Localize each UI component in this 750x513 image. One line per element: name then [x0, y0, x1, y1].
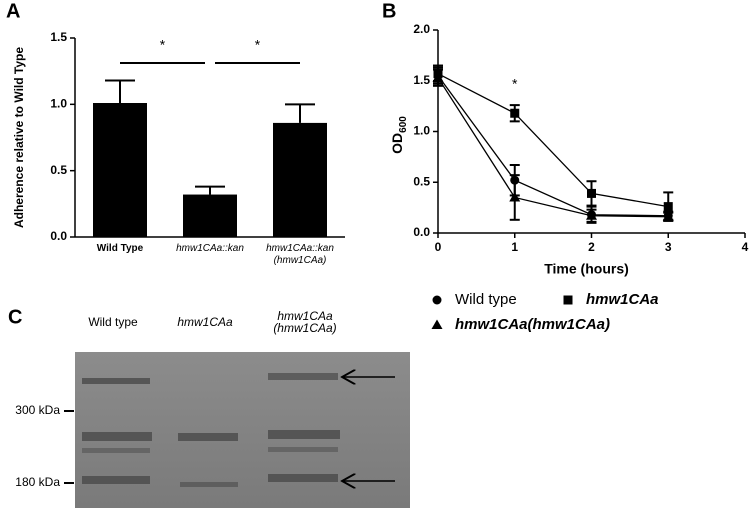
y-tick-label: 0.0 [413, 225, 430, 239]
point [563, 295, 573, 305]
significance-star: * [255, 37, 261, 53]
x-tick-label: hmw1CAa::kan (hmw1CAa) [266, 243, 334, 266]
bar [93, 103, 147, 237]
y-axis-label: Adherence relative to Wild Type [12, 47, 26, 228]
x-tick-label: 2 [588, 240, 595, 254]
panel-label: A [6, 0, 20, 22]
point [586, 210, 597, 220]
x-tick-label: hmw1CAa::kan [176, 243, 244, 254]
y-tick-label: 0.5 [413, 174, 430, 188]
point [510, 108, 520, 118]
legend-label: hmw1CAa(hmw1CAa) [455, 316, 610, 333]
point [432, 72, 444, 82]
bar [273, 122, 327, 237]
y-tick-label: 0.0 [50, 229, 67, 243]
y-tick-label: 2.0 [413, 22, 430, 36]
x-tick-label: Wild Type [96, 243, 144, 254]
point [587, 188, 596, 198]
series-line [437, 77, 669, 218]
marker-label: 300 kDa [15, 403, 60, 417]
x-axis-label: Time (hours) [544, 261, 629, 277]
lane-label: hmw1CAa [177, 315, 233, 329]
x-tick-label: 4 [742, 240, 749, 254]
annotation: * [512, 76, 518, 92]
x-tick-label: 0 [435, 240, 442, 254]
marker-label: 180 kDa [15, 475, 60, 489]
y-tick-label: 1.5 [50, 30, 67, 44]
significance-star: * [160, 37, 166, 53]
point [509, 191, 521, 202]
y-tick-label: 1.0 [50, 97, 67, 111]
y-axis-label-main: OD [389, 133, 405, 154]
point [663, 202, 673, 212]
y-tick-label: 0.5 [50, 163, 67, 177]
lane-label: hmw1CAa (hmw1CAa) [273, 309, 337, 335]
y-axis-label-sub: 600 [398, 116, 409, 133]
series-line [437, 73, 669, 208]
y-tick-label: 1.0 [413, 124, 430, 138]
bar [183, 194, 237, 237]
y-tick-label: 1.5 [413, 73, 430, 87]
gel-bands [82, 373, 340, 487]
panel-label: C [8, 306, 22, 328]
point [662, 211, 674, 221]
series-line [437, 75, 669, 217]
lane-label: Wild type [88, 315, 138, 329]
gel-image [75, 352, 410, 508]
legend-label: hmw1CAa [586, 291, 659, 308]
panel-label: B [382, 0, 396, 22]
y-axis-label: OD600 [389, 116, 409, 154]
x-tick-label: 1 [511, 240, 518, 254]
x-tick-label: 3 [665, 240, 672, 254]
legend-label: Wild type [455, 291, 517, 308]
point [431, 319, 443, 329]
point [432, 295, 442, 305]
